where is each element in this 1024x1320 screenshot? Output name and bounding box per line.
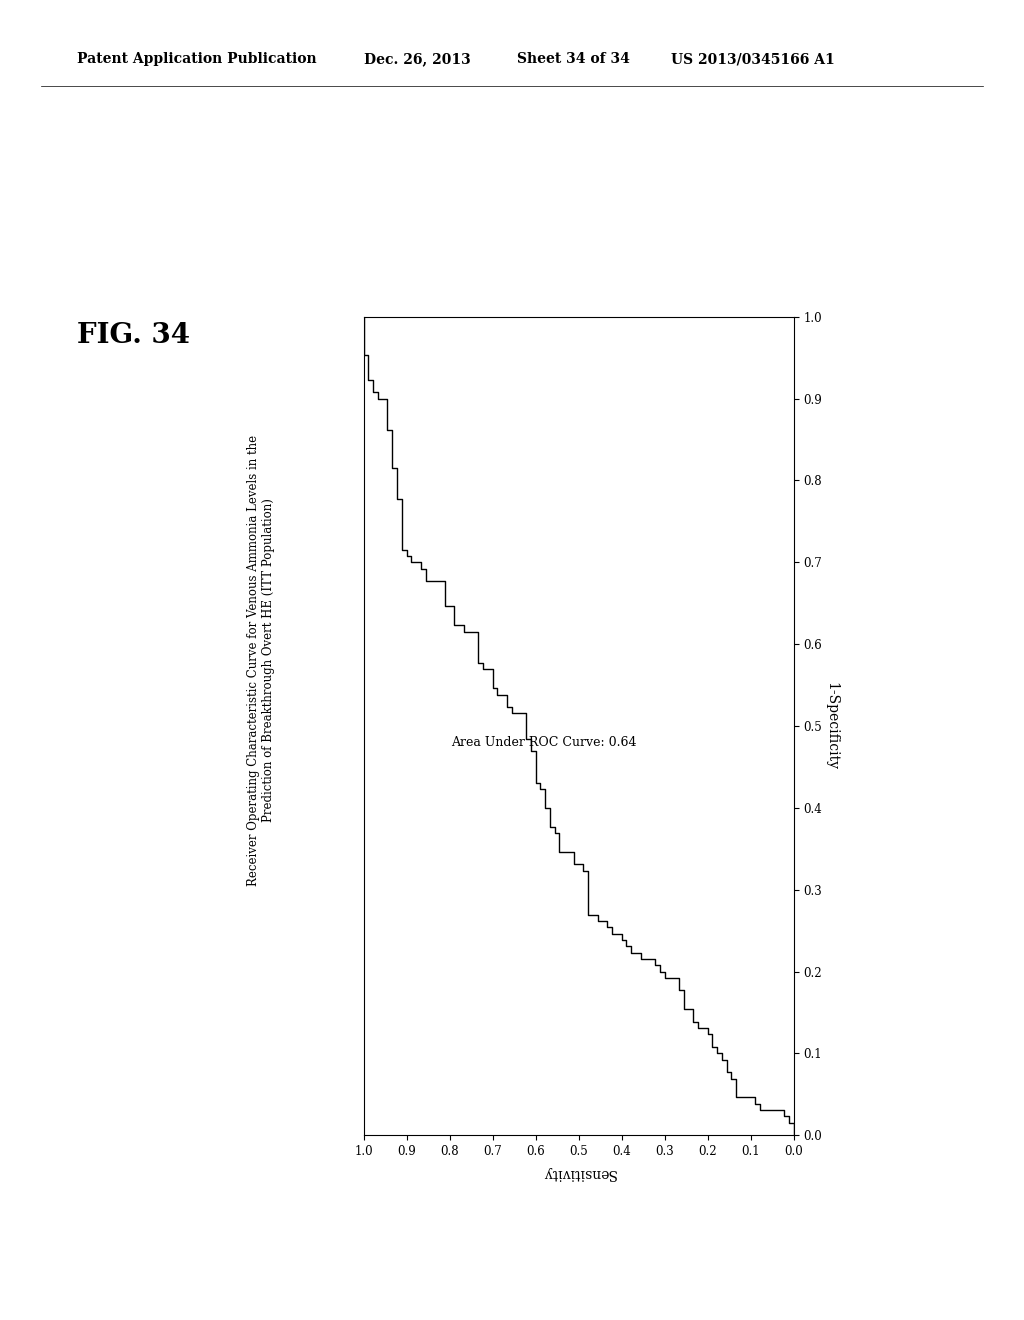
Text: Dec. 26, 2013: Dec. 26, 2013: [364, 53, 470, 66]
Y-axis label: 1-Specificity: 1-Specificity: [824, 682, 839, 770]
Text: FIG. 34: FIG. 34: [77, 322, 189, 350]
Text: Sheet 34 of 34: Sheet 34 of 34: [517, 53, 630, 66]
Text: US 2013/0345166 A1: US 2013/0345166 A1: [671, 53, 835, 66]
Text: Patent Application Publication: Patent Application Publication: [77, 53, 316, 66]
Text: Area Under ROC Curve: 0.64: Area Under ROC Curve: 0.64: [452, 735, 637, 748]
X-axis label: Sensitivity: Sensitivity: [542, 1167, 615, 1180]
Text: Receiver Operating Characteristic Curve for Venous Ammonia Levels in the
Predict: Receiver Operating Characteristic Curve …: [247, 434, 275, 886]
